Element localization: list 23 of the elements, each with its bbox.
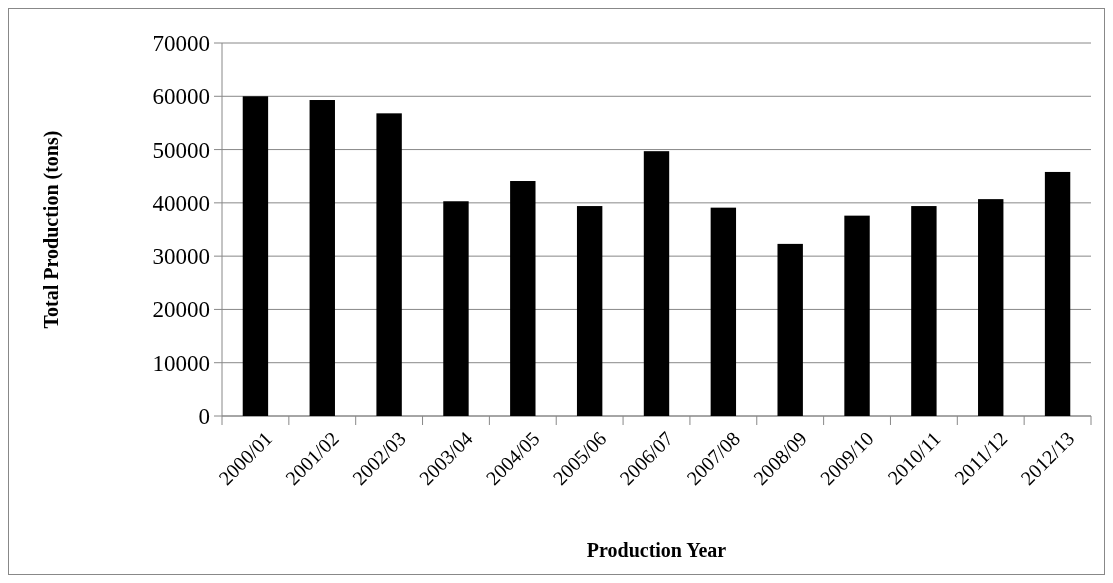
y-tick-label: 70000	[152, 31, 210, 57]
y-tick-label: 10000	[152, 350, 210, 376]
x-axis-title: Production Year	[586, 539, 727, 561]
y-axis-title: Total Production (tons)	[40, 130, 63, 329]
bar	[777, 243, 803, 416]
bar	[1044, 171, 1071, 416]
y-tick-label: 20000	[152, 297, 210, 323]
bar	[978, 199, 1004, 416]
bar	[309, 100, 335, 416]
bar	[643, 151, 670, 416]
bar	[376, 113, 402, 416]
y-tick-label: 60000	[152, 84, 210, 110]
bar	[844, 215, 870, 416]
bar	[242, 96, 269, 416]
bar	[576, 206, 603, 416]
bar	[911, 206, 937, 416]
y-tick-label: 50000	[152, 137, 210, 163]
y-tick-label: 40000	[152, 190, 210, 216]
bar	[443, 201, 469, 416]
bar	[710, 207, 737, 416]
y-tick-label: 0	[198, 404, 210, 430]
bar	[510, 181, 536, 416]
y-tick-label: 30000	[152, 244, 210, 270]
